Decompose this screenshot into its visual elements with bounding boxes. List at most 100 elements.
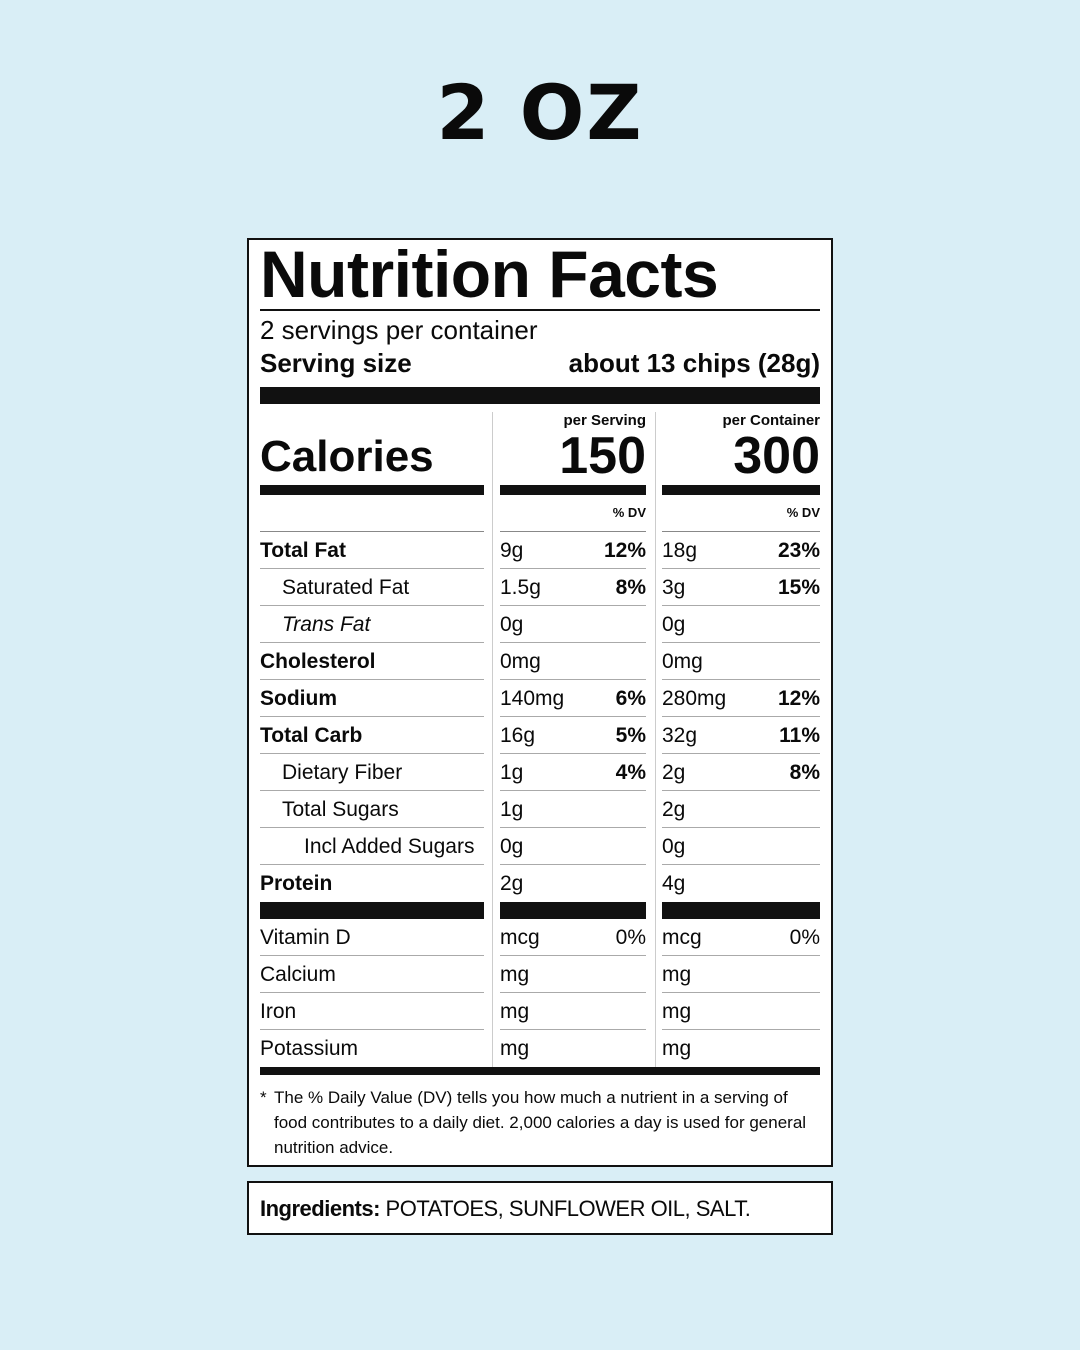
thick-rule: [260, 1067, 820, 1075]
dv-header: % DV: [612, 505, 646, 520]
per-container-calories: 300: [733, 427, 820, 485]
serving-amount: mg: [500, 963, 530, 986]
serving-amount: mg: [500, 1000, 530, 1023]
amount-cell: 1g: [500, 791, 646, 828]
container-dv: 11%: [779, 724, 820, 747]
amount-cell: mg: [500, 993, 646, 1030]
container-dv: 12%: [777, 687, 820, 710]
thick-rule: [662, 902, 820, 919]
rule: [500, 531, 646, 532]
amount-cell: 0g: [662, 606, 820, 643]
serving-amount: 1g: [500, 761, 524, 784]
serving-amount: 2g: [500, 872, 524, 895]
rule: [662, 531, 820, 532]
thick-rule: [662, 485, 820, 495]
nutrient-name: Incl Added Sugars: [260, 828, 484, 865]
column-divider: [655, 412, 656, 1067]
container-dv: 0%: [789, 926, 820, 949]
serving-amount: 16g: [500, 724, 536, 747]
amount-cell: mg: [662, 1030, 820, 1067]
heading: 2 OZ: [436, 68, 644, 157]
amount-cell: 32g 11%: [662, 717, 820, 754]
ingredients-line: Ingredients: POTATOES, SUNFLOWER OIL, SA…: [260, 1196, 751, 1222]
amount-cell: 18g 23%: [662, 532, 820, 569]
serving-amount: mcg: [500, 926, 540, 949]
container-amount: 0mg: [662, 650, 703, 673]
rule: [260, 309, 820, 311]
label-title: Nutrition Facts: [260, 237, 719, 311]
per-serving-calories: 150: [559, 427, 646, 485]
amount-cell: 0g: [500, 828, 646, 865]
nutrient-name: Vitamin D: [260, 919, 484, 956]
column-divider: [492, 412, 493, 1067]
per-container-label: per Container: [722, 412, 820, 429]
thick-rule: [500, 485, 646, 495]
nutrient-name: Calcium: [260, 956, 484, 993]
footnote-marker: *: [260, 1088, 267, 1107]
amount-cell: mcg 0%: [500, 919, 646, 956]
serving-dv: 6%: [615, 687, 646, 710]
amount-cell: 280mg 12%: [662, 680, 820, 717]
serving-amount: 1.5g: [500, 576, 541, 599]
amount-cell: 0g: [500, 606, 646, 643]
amount-cell: mg: [662, 956, 820, 993]
container-amount: 280mg: [662, 687, 727, 710]
amount-cell: 3g 15%: [662, 569, 820, 606]
serving-amount: 140mg: [500, 687, 565, 710]
container-amount: 2g: [662, 761, 686, 784]
rule: [260, 531, 484, 532]
serving-dv: 8%: [615, 576, 646, 599]
dv-header: % DV: [786, 505, 820, 520]
container-amount: mcg: [662, 926, 702, 949]
calories-label: Calories: [260, 432, 434, 481]
thick-rule: [260, 387, 820, 404]
container-amount: 2g: [662, 798, 686, 821]
serving-amount: 0g: [500, 835, 524, 858]
ingredients-text: POTATOES, SUNFLOWER OIL, SALT.: [385, 1196, 751, 1221]
serving-dv: 0%: [615, 926, 646, 949]
thick-rule: [260, 902, 484, 919]
serving-amount: 0mg: [500, 650, 541, 673]
container-amount: mg: [662, 963, 692, 986]
amount-cell: 1.5g 8%: [500, 569, 646, 606]
serving-amount: 9g: [500, 539, 524, 562]
servings: 2 servings per container: [260, 315, 538, 345]
ingredients-label: Ingredients:: [260, 1196, 380, 1221]
amount-cell: mg: [662, 993, 820, 1030]
container-amount: 32g: [662, 724, 698, 747]
container-dv: 8%: [789, 761, 820, 784]
amount-cell: 2g: [662, 791, 820, 828]
serving-dv: 5%: [615, 724, 646, 747]
container-amount: mg: [662, 1000, 692, 1023]
serving-size-label: Serving size: [260, 348, 412, 378]
container-amount: 0g: [662, 613, 686, 636]
amount-cell: 9g 12%: [500, 532, 646, 569]
container-amount: 3g: [662, 576, 686, 599]
nutrient-name: Potassium: [260, 1037, 359, 1060]
thick-rule: [500, 902, 646, 919]
amount-cell: 0g: [662, 828, 820, 865]
nutrient-name: Total Carb: [260, 717, 484, 754]
nutrient-name: Total Fat: [260, 532, 484, 569]
container-amount: 0g: [662, 835, 686, 858]
nutrient-name: Saturated Fat: [260, 569, 484, 606]
container-amount: 4g: [662, 872, 686, 895]
ingredients-box: Ingredients: POTATOES, SUNFLOWER OIL, SA…: [247, 1181, 833, 1235]
container-amount: mg: [662, 1037, 692, 1060]
amount-cell: mcg 0%: [662, 919, 820, 956]
nutrient-name: Total Sugars: [260, 791, 484, 828]
amount-cell: 0mg: [662, 643, 820, 680]
container-dv: 23%: [777, 539, 820, 562]
amount-cell: 2g: [500, 865, 646, 902]
serving-size-value: about 13 chips (28g): [568, 348, 820, 378]
amount-cell: 4g: [662, 865, 820, 902]
serving-amount: 1g: [500, 798, 524, 821]
nutrient-name: Iron: [260, 993, 484, 1030]
serving-amount: 0g: [500, 613, 524, 636]
serving-dv: 4%: [615, 761, 646, 784]
nutrient-name: Sodium: [260, 680, 484, 717]
serving-dv: 12%: [603, 539, 646, 562]
amount-cell: mg: [500, 1030, 646, 1067]
amount-cell: 140mg 6%: [500, 680, 646, 717]
